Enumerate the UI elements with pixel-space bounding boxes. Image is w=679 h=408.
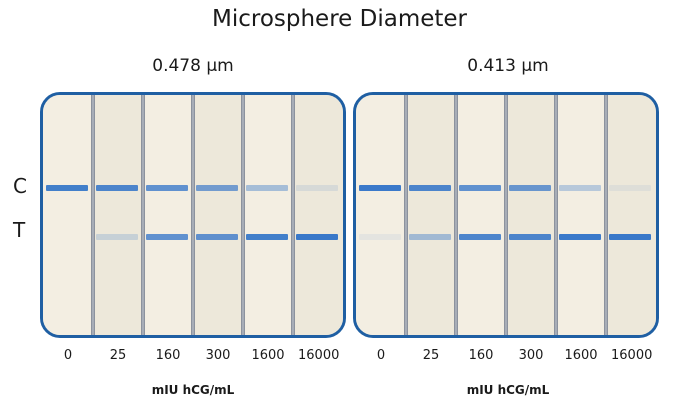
concentration-tick: 300 <box>518 348 544 363</box>
test-band <box>146 234 188 240</box>
strip-1-2 <box>456 95 506 335</box>
control-band <box>196 185 238 191</box>
strip-divider <box>554 95 558 335</box>
concentration-tick: 160 <box>155 348 181 363</box>
strip-0-5 <box>293 95 343 335</box>
control-band <box>96 185 138 191</box>
strip-1-4 <box>556 95 606 335</box>
diameter-label-right: 0.413 µm <box>467 56 549 76</box>
test-strip-panel-left <box>40 92 346 338</box>
test-line-label: T <box>13 218 26 242</box>
strip-divider <box>241 95 245 335</box>
concentration-tick: 1600 <box>564 348 598 363</box>
test-band <box>559 234 601 240</box>
test-band <box>509 234 551 240</box>
strip-divider <box>191 95 195 335</box>
control-band <box>559 185 601 191</box>
control-band <box>146 185 188 191</box>
test-band <box>296 234 338 240</box>
strip-divider <box>604 95 608 335</box>
test-strip-panel-right <box>353 92 659 338</box>
strip-1-0 <box>356 95 406 335</box>
test-band <box>96 234 138 240</box>
strip-divider <box>404 95 408 335</box>
unit-label-right: mIU hCG/mL <box>466 383 550 397</box>
strip-1-3 <box>506 95 556 335</box>
unit-label-left: mIU hCG/mL <box>151 383 235 397</box>
concentration-tick: 16000 <box>298 348 340 363</box>
concentration-tick: 16000 <box>611 348 653 363</box>
test-band <box>246 234 288 240</box>
concentration-tick: 160 <box>468 348 494 363</box>
strip-1-1 <box>406 95 456 335</box>
control-line-label: C <box>13 174 27 198</box>
strip-divider <box>141 95 145 335</box>
strip-divider <box>504 95 508 335</box>
control-band <box>459 185 501 191</box>
test-band <box>609 234 651 240</box>
test-band <box>359 234 401 240</box>
strip-divider <box>454 95 458 335</box>
concentration-tick: 0 <box>63 348 73 363</box>
concentration-tick: 0 <box>376 348 386 363</box>
test-band <box>459 234 501 240</box>
test-band <box>409 234 451 240</box>
strip-0-3 <box>193 95 243 335</box>
strip-0-2 <box>143 95 193 335</box>
control-band <box>609 185 651 191</box>
control-band <box>509 185 551 191</box>
test-band <box>196 234 238 240</box>
control-band <box>359 185 401 191</box>
figure-title: Microsphere Diameter <box>212 6 467 32</box>
concentration-tick: 25 <box>422 348 440 363</box>
control-band <box>409 185 451 191</box>
concentration-tick: 300 <box>205 348 231 363</box>
control-band <box>296 185 338 191</box>
strip-1-5 <box>606 95 656 335</box>
strip-divider <box>91 95 95 335</box>
strip-0-1 <box>93 95 143 335</box>
concentration-tick: 25 <box>109 348 127 363</box>
strip-0-0 <box>43 95 93 335</box>
concentration-tick: 1600 <box>251 348 285 363</box>
strip-divider <box>291 95 295 335</box>
strip-0-4 <box>243 95 293 335</box>
control-band <box>46 185 88 191</box>
control-band <box>246 185 288 191</box>
diameter-label-left: 0.478 µm <box>152 56 234 76</box>
